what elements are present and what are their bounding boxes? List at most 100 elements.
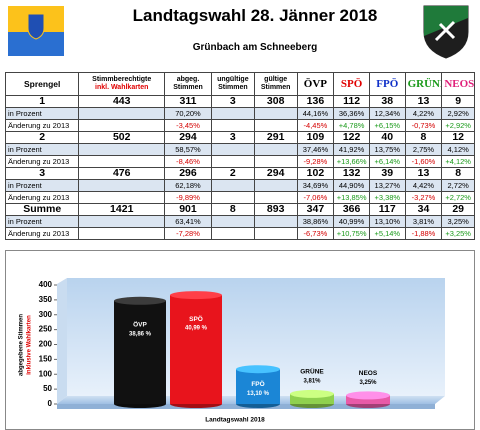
cell: 62,18%: [164, 179, 212, 192]
cell: +10,75%: [333, 227, 370, 240]
row-label: Änderung zu 2013: [4, 155, 80, 168]
chart: 0 50 100 150 200 250 300 350 400 abgegebene Stimm…: [5, 250, 475, 430]
column-header: ungültige Stimmen: [210, 72, 255, 96]
bar: [236, 369, 280, 404]
cell: 2,92%: [441, 107, 475, 120]
cell: +5,14%: [368, 227, 406, 240]
cell: +6,15%: [368, 119, 406, 132]
cell: 476: [78, 167, 166, 180]
header-line: gültige: [264, 76, 288, 83]
cell: [253, 107, 298, 120]
bar-top: [114, 296, 166, 305]
table-row: in Prozent 63,41% 38,86% 40,99% 13,10% 3,81% 3…: [4, 215, 475, 228]
cell: 311: [164, 95, 212, 108]
cell: 122: [333, 131, 370, 144]
cell: 3,81%: [404, 215, 443, 228]
bar-label: NEOS: [359, 370, 378, 377]
cell: 37,46%: [296, 143, 335, 156]
cell: [210, 227, 255, 240]
cell: 38,86%: [296, 215, 335, 228]
cell: 70,20%: [164, 107, 212, 120]
cell: -1,60%: [404, 155, 443, 168]
row-label: in Prozent: [4, 215, 80, 228]
cell: 294: [164, 131, 212, 144]
cell: [253, 119, 298, 132]
cell: 13,75%: [368, 143, 406, 156]
cell: 13,27%: [368, 179, 406, 192]
cell: 34,69%: [296, 179, 335, 192]
header-line: ÖVP: [303, 78, 328, 90]
cell: 112: [333, 95, 370, 108]
cell: -1,88%: [404, 227, 443, 240]
cell: 4,22%: [404, 107, 443, 120]
cell: 41,92%: [333, 143, 370, 156]
header-line: Stimmberechtigte: [92, 76, 152, 83]
cell: 38: [368, 95, 406, 108]
cell: 308: [253, 95, 298, 108]
cell: +3,25%: [441, 227, 475, 240]
bar: [170, 295, 222, 404]
bar-label: SPÖ: [189, 314, 203, 323]
cell: 13,10%: [368, 215, 406, 228]
column-header: GRÜNE: [404, 72, 443, 96]
cell: -8,46%: [164, 155, 212, 168]
coat-of-arms: [27, 13, 45, 40]
cell: -7,28%: [164, 227, 212, 240]
cell: [78, 191, 166, 204]
cell: -6,73%: [296, 227, 335, 240]
column-header: gültige Stimmen: [253, 72, 298, 96]
cell: +4,12%: [441, 155, 475, 168]
bar-annotation: 40,99 %: [185, 326, 208, 332]
y-tick-label: 100: [39, 369, 53, 378]
cell: [78, 155, 166, 168]
row-label: Änderung zu 2013: [4, 227, 80, 240]
column-header: abgeg. Stimmen: [164, 72, 212, 96]
cell: 893: [253, 203, 298, 216]
column-header: NEOS: [441, 72, 475, 96]
cell: 132: [333, 167, 370, 180]
cell: [210, 215, 255, 228]
table-row: Änderung zu 2013 -9,89% -7,06% +13,85% +3,38…: [4, 191, 475, 204]
header-line: Stimmen: [173, 84, 203, 91]
cell: [78, 119, 166, 132]
cell: [210, 191, 255, 204]
cell: 1421: [78, 203, 166, 216]
bar: [114, 300, 166, 404]
cell: +13,85%: [333, 191, 370, 204]
cell: [210, 155, 255, 168]
cell: 9: [441, 95, 475, 108]
row-label: 2: [4, 131, 80, 144]
table-row: Änderung zu 2013 -3,45% -4,45% +4,78% +6,15%…: [4, 119, 475, 132]
header-line: GRÜNE: [407, 78, 441, 90]
table-row: 2 502 294 3 291 109 122 40 8 12: [4, 131, 475, 144]
side-wall: [57, 278, 67, 404]
cell: 291: [253, 131, 298, 144]
cell: +2,72%: [441, 191, 475, 204]
cell: +3,38%: [368, 191, 406, 204]
table-row: 3 476 296 2 294 102 132 39 13 8: [4, 167, 475, 180]
cell: 8: [404, 131, 443, 144]
cell: 117: [368, 203, 406, 216]
cell: [253, 191, 298, 204]
bar-top: [346, 391, 390, 400]
results-table: Sprengel Stimmberechtigte inkl. Wahlkarten…: [4, 72, 475, 240]
cell: 36,36%: [333, 107, 370, 120]
cell: [78, 215, 166, 228]
cell: 12: [441, 131, 475, 144]
cell: 40: [368, 131, 406, 144]
cell: [78, 143, 166, 156]
y-tick-label: 0: [48, 399, 53, 408]
cell: 29: [441, 203, 475, 216]
cell: [210, 107, 255, 120]
row-label: 1: [4, 95, 80, 108]
y-tick-label: 400: [39, 280, 53, 289]
cell: 2,75%: [404, 143, 443, 156]
cell: [253, 215, 298, 228]
header-line: NEOS: [444, 78, 475, 90]
cell: -9,28%: [296, 155, 335, 168]
y-tick-label: 350: [39, 295, 53, 304]
cell: 8: [441, 167, 475, 180]
cell: 4,42%: [404, 179, 443, 192]
cell: [253, 179, 298, 192]
y-tick-label: 50: [43, 384, 52, 393]
